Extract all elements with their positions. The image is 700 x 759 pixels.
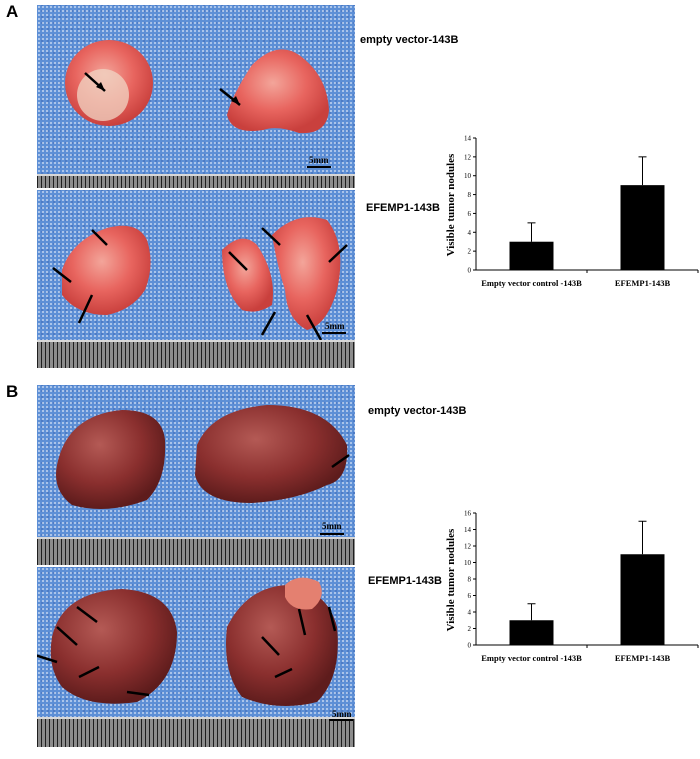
arrow-icon	[274, 667, 293, 679]
arrow-icon	[126, 690, 150, 697]
tumor-nodule	[285, 577, 322, 610]
y-tick-label: 4	[468, 609, 472, 617]
x-category-label: Empty vector control -143B	[481, 278, 582, 288]
chart-svg: Visible tumor nodules 0 2 4 6 8 10 12 14 Empty v…	[445, 135, 699, 288]
lung-specimen	[227, 49, 329, 134]
arrow-icon	[261, 227, 281, 246]
arrow-icon	[327, 606, 337, 632]
y-tick-label: 8	[468, 576, 472, 584]
arrow-icon	[297, 608, 307, 636]
arrow-icon	[328, 244, 348, 263]
panel-a-letter: A	[6, 2, 19, 21]
scale-label: 5mm	[309, 155, 329, 165]
y-tick-label: 0	[468, 267, 472, 275]
x-category-label: EFEMP1-143B	[615, 653, 671, 663]
arrow-icon	[76, 606, 98, 623]
y-tick-label: 12	[464, 543, 472, 551]
y-tick-label: 12	[464, 153, 472, 161]
scale-bar	[320, 533, 344, 535]
lung-photo-efemp1: 5mm	[37, 190, 355, 368]
lung-photo-empty-vector: 5mm	[37, 5, 355, 188]
ruler	[37, 537, 355, 565]
y-axis-label: Visible tumor nodules	[445, 153, 457, 256]
liver-specimen	[226, 585, 338, 706]
y-tick-label: 6	[468, 210, 472, 218]
y-tick-label: 2	[468, 625, 472, 633]
y-tick-label: 14	[464, 526, 472, 534]
arrow-icon	[91, 229, 108, 246]
arrow-icon	[56, 626, 78, 646]
ruler	[37, 340, 355, 368]
photo-label-efemp1: EFEMP1-143B	[366, 202, 440, 214]
arrow-icon	[52, 267, 72, 283]
y-tick-label: 10	[464, 172, 472, 180]
scale-label: 5mm	[322, 521, 342, 531]
scale-label: 5mm	[332, 709, 352, 719]
y-tick-label: 8	[468, 191, 472, 199]
lung-specimen	[62, 225, 151, 315]
scale-bar	[322, 332, 346, 334]
y-tick-label: 2	[468, 248, 472, 256]
y-tick-label: 4	[468, 229, 472, 237]
photo-label-empty-vector: empty vector-143B	[368, 405, 467, 417]
scale-label: 5mm	[325, 321, 345, 331]
bar	[509, 620, 554, 645]
bar	[620, 185, 665, 270]
bar-chart-lung: Visible tumor nodules 0 2 4 6 8 10 12 14 Empty v…	[440, 130, 700, 300]
liver-specimen	[50, 589, 177, 704]
y-axis-label: Visible tumor nodules	[445, 528, 457, 631]
lung-specimen	[272, 217, 341, 330]
photo-label-empty-vector: empty vector-143B	[360, 34, 459, 46]
y-tick-label: 14	[464, 135, 472, 143]
arrow-icon	[260, 311, 277, 336]
scale-bar	[307, 166, 331, 168]
liver-photo-empty-vector: 5mm	[37, 385, 355, 565]
bar	[620, 554, 665, 645]
arrow-icon	[305, 314, 323, 341]
lung-specimen	[222, 238, 273, 312]
y-tick-label: 10	[464, 559, 472, 567]
arrow-icon	[228, 251, 248, 271]
scale-bar	[329, 719, 353, 721]
arrow-icon	[37, 654, 58, 664]
arrow-icon	[261, 636, 280, 656]
y-tick-label: 16	[464, 510, 472, 518]
y-tick-label: 0	[468, 642, 472, 650]
photo-label-efemp1: EFEMP1-143B	[368, 575, 442, 587]
liver-specimen	[56, 410, 166, 509]
y-tick-label: 6	[468, 592, 472, 600]
x-category-label: EFEMP1-143B	[615, 278, 671, 288]
ruler	[37, 717, 355, 747]
liver-specimen	[195, 405, 348, 503]
arrow-icon	[78, 665, 100, 679]
liver-photo-efemp1: 5mm	[37, 567, 355, 747]
arrow-icon	[331, 453, 350, 469]
chart-svg: Visible tumor nodules 0 2 4 6 8 10 12 14 16 Empty…	[445, 510, 699, 663]
ruler	[37, 174, 355, 188]
arrow-icon	[77, 294, 94, 324]
panel-b-letter: B	[6, 382, 19, 401]
bar-chart-liver: Visible tumor nodules 0 2 4 6 8 10 12 14 16 Empty…	[440, 505, 700, 675]
x-category-label: Empty vector control -143B	[481, 653, 582, 663]
bar	[509, 241, 554, 270]
